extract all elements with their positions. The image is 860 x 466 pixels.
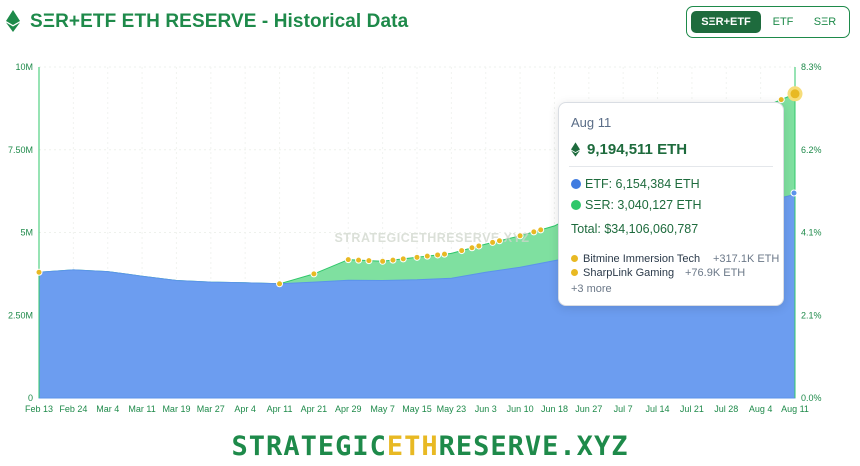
company-name: SharpLink Gaming [583, 267, 675, 279]
purchase-marker [434, 251, 442, 259]
purchase-marker [310, 270, 318, 278]
ethereum-icon [6, 10, 20, 32]
company-name: Bitmine Immersion Tech [583, 253, 701, 265]
y-tick-label-right: 6.2% [801, 145, 822, 155]
y-tick-label-left: 2.50M [8, 310, 33, 320]
x-tick-label: Apr 4 [234, 404, 256, 414]
x-tick-label: Mar 4 [96, 404, 119, 414]
purchase-marker [475, 242, 483, 250]
view-tabs: SΞR+ETF ETF SΞR [686, 6, 850, 38]
x-tick-label: Apr 11 [267, 404, 293, 414]
y-axis-left: 0 2.50M 5M 7.50M 10M [8, 62, 33, 403]
purchase-marker [344, 256, 352, 264]
x-tick-label: Mar 11 [128, 404, 155, 414]
purchase-marker [787, 86, 803, 102]
y-tick-label-right: 2.1% [801, 310, 822, 320]
purchase-marker [495, 237, 503, 245]
tooltip-ser-value: SΞR: 3,040,127 ETH [585, 198, 702, 212]
y-tick-label-left: 10M [15, 62, 33, 72]
y-tick-label-left: 0 [28, 393, 33, 403]
purchase-marker [468, 244, 476, 252]
x-tick-label: Feb 24 [59, 404, 87, 414]
purchase-marker [537, 226, 545, 234]
x-tick-label: Jul 7 [614, 404, 633, 414]
tooltip-more[interactable]: +3 more [571, 283, 612, 295]
tooltip-ser-row: SΞR: 3,040,127 ETH [571, 198, 702, 212]
company-delta: +76.9K ETH [685, 267, 746, 279]
x-tick-label: Mar 27 [197, 404, 225, 414]
purchase-marker [777, 96, 785, 104]
purchase-marker [35, 268, 43, 276]
tooltip-divider [569, 166, 773, 167]
x-tick-label: Aug 4 [749, 404, 773, 414]
x-tick-label: Mar 19 [162, 404, 190, 414]
tab-etf[interactable]: ETF [772, 16, 794, 28]
y-tick-label-right: 8.3% [801, 62, 822, 72]
y-axis-right: 0.0% 2.1% 4.1% 6.2% 8.3% [801, 62, 822, 403]
y-tick-label-left: 7.50M [8, 145, 33, 155]
purchase-marker [355, 256, 363, 264]
x-tick-label: May 7 [370, 404, 395, 414]
etf-hover-point [790, 189, 798, 197]
tooltip-company-row: Bitmine Immersion Tech +317.1K ETH [571, 253, 779, 265]
purchase-marker [440, 250, 448, 258]
company-dot [571, 269, 578, 276]
purchase-marker [276, 280, 284, 288]
purchase-marker [413, 253, 421, 261]
x-tick-label: May 23 [437, 404, 467, 414]
tooltip-total-usd: Total: $34,106,060,787 [571, 222, 699, 236]
purchase-markers [35, 86, 803, 288]
ethereum-icon [571, 142, 580, 157]
purchase-marker [530, 228, 538, 236]
purchase-marker [389, 256, 397, 264]
logo-part-strategic: STRATEGIC [231, 431, 387, 462]
company-delta: +317.1K ETH [713, 253, 780, 265]
tooltip-etf-value: ETF: 6,154,384 ETH [585, 177, 700, 191]
purchase-marker [458, 247, 466, 255]
company-dot [571, 255, 578, 262]
ser-legend-dot [571, 200, 581, 210]
purchase-marker [379, 257, 387, 265]
logo-part-reserve: RESERVE.XYZ [438, 431, 629, 462]
tab-ser-etf[interactable]: SΞR+ETF [691, 11, 761, 33]
x-tick-label: Jun 10 [507, 404, 534, 414]
page-title: SΞR+ETF ETH RESERVE - Historical Data [30, 11, 409, 32]
x-tick-label: Jun 18 [541, 404, 568, 414]
purchase-marker [423, 252, 431, 260]
x-tick-label: Apr 21 [301, 404, 328, 414]
chart-tooltip: Aug 11 9,194,511 ETH ETF: 6,154,384 ETH … [558, 102, 784, 306]
tooltip-total-eth: 9,194,511 ETH [587, 141, 688, 158]
logo-part-eth: ETH [386, 431, 439, 462]
x-tick-label: Apr 29 [335, 404, 362, 414]
purchase-marker [489, 238, 497, 246]
site-logo-footer[interactable]: STRATEGICETHRESERVE.XYZ [0, 431, 860, 462]
reserve-area-chart[interactable]: STRATEGICETHRESERVE.XYZ 0 2.50M 5M 7.50M 10M… [0, 0, 860, 430]
purchase-marker [365, 257, 373, 265]
x-tick-label: Jul 21 [680, 404, 704, 414]
x-tick-label: Aug 11 [781, 404, 809, 414]
purchase-marker [399, 255, 407, 263]
x-tick-label: May 15 [402, 404, 432, 414]
y-tick-label-right: 4.1% [801, 228, 822, 238]
tooltip-company-row: SharpLink Gaming +76.9K ETH [571, 267, 745, 279]
x-tick-label: Jun 3 [475, 404, 497, 414]
purchase-marker [516, 232, 524, 240]
x-tick-label: Jul 28 [714, 404, 738, 414]
tooltip-date: Aug 11 [571, 115, 612, 130]
x-tick-label: Jun 27 [575, 404, 602, 414]
x-tick-label: Jul 14 [646, 404, 670, 414]
tab-ser[interactable]: SΞR [813, 16, 837, 28]
y-tick-label-left: 5M [20, 228, 33, 238]
x-axis: Feb 13 Feb 24 Mar 4 Mar 11 Mar 19 Mar 27 Apr 4… [25, 404, 809, 414]
x-tick-label: Feb 13 [25, 404, 53, 414]
etf-legend-dot [571, 179, 581, 189]
y-tick-label-right: 0.0% [801, 393, 822, 403]
chart-watermark: STRATEGICETHRESERVE.XYZ [334, 231, 529, 245]
tooltip-etf-row: ETF: 6,154,384 ETH [571, 177, 700, 191]
